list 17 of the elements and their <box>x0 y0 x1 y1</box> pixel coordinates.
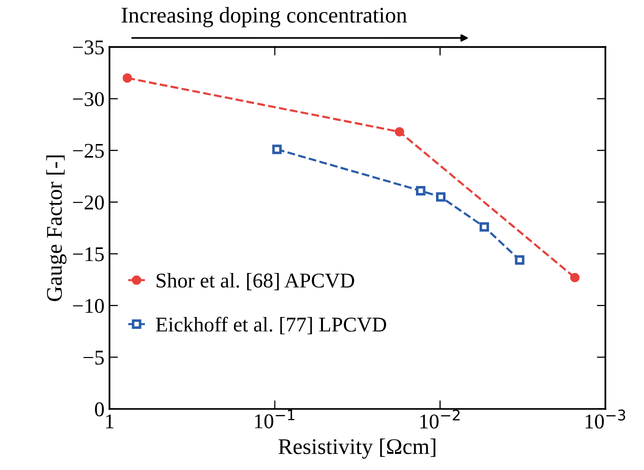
y-tick-label: 0 <box>94 402 104 416</box>
x-tick-label: 10$^{−1}$ <box>255 410 294 428</box>
legend-label: Shor et al. [68] APCVD <box>156 272 354 290</box>
y-axis-title: Gauge Factor [-] <box>46 156 66 302</box>
x-tick-label: 10$^{−2}$ <box>420 410 460 429</box>
y-tick-label: −15 <box>73 247 104 262</box>
x-tick-label: 10$^{−3}$ <box>586 410 626 429</box>
y-tick-label: −35 <box>73 40 104 54</box>
y-tick-label: −5 <box>83 350 104 365</box>
legend-label: Eickhoff et al. [77] LPCVD <box>156 316 386 334</box>
y-tick-label: −25 <box>73 144 104 158</box>
x-tick-label: 1 <box>106 414 114 428</box>
text: Increasing doping concentration <box>122 7 407 28</box>
x-axis-title: Resistivity [Ωcm] <box>278 438 436 459</box>
y-tick-label: −30 <box>73 92 104 106</box>
y-tick-label: −20 <box>73 195 104 210</box>
y-tick-label: −10 <box>73 298 104 313</box>
